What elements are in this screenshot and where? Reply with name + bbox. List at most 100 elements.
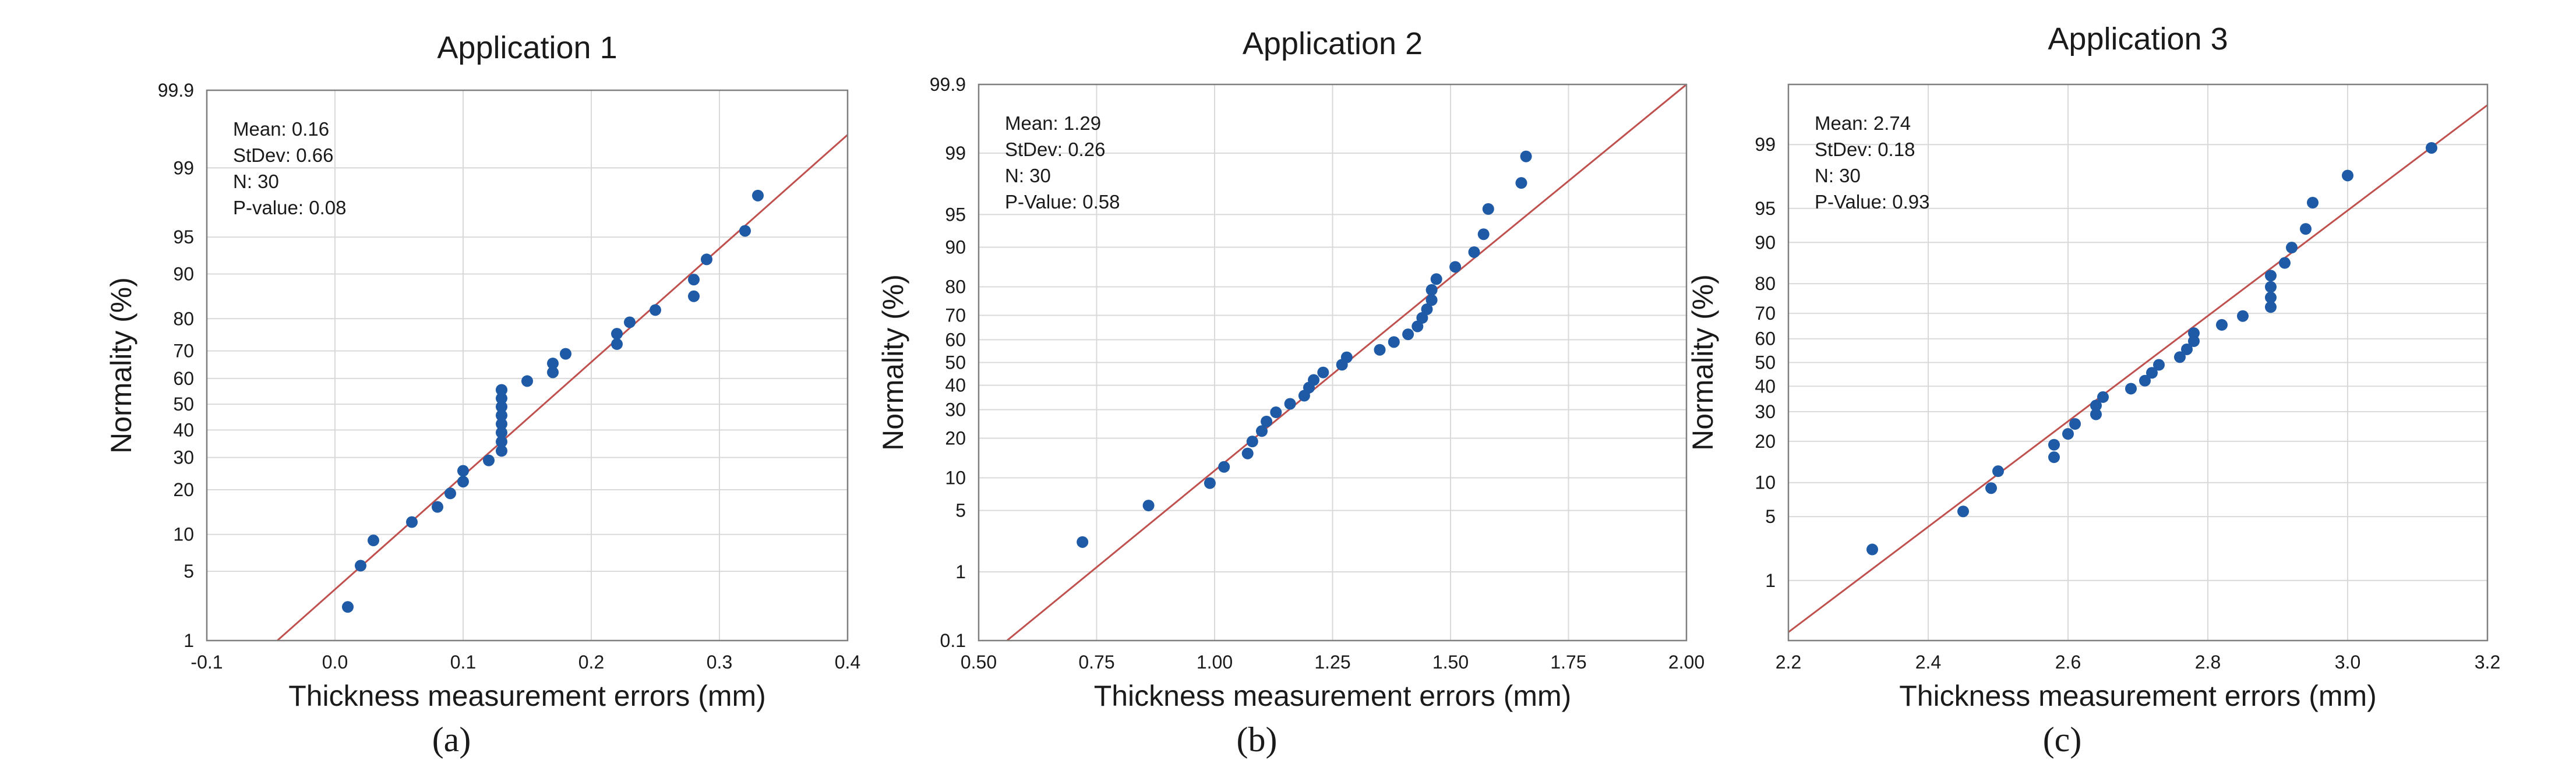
x-tick-label: 1.75 — [1550, 652, 1586, 673]
y-tick-label: 1 — [1765, 570, 1776, 591]
y-tick-label: 10 — [945, 468, 966, 489]
chart-panel-b: 0.50 0.75 1.00 1.25 1.50 1.75 2.00 0.1 1 5 10 20 30 4… — [877, 26, 1705, 759]
y-axis-label: Normality (%) — [1686, 274, 1719, 451]
x-tick-label: -0.1 — [190, 652, 223, 673]
data-point — [2265, 291, 2277, 303]
y-tick-label: 70 — [945, 305, 966, 326]
y-tick-label: 99 — [945, 143, 966, 164]
data-point — [1142, 500, 1155, 512]
data-point — [2237, 310, 2249, 322]
y-tick-label: 90 — [945, 236, 966, 257]
y-tick-label: 50 — [1755, 352, 1776, 373]
stats-line: P-value: 0.08 — [233, 197, 346, 218]
data-point — [2048, 451, 2060, 464]
stats-line: Mean: 0.16 — [233, 118, 329, 140]
y-tick-label: 60 — [173, 368, 194, 389]
data-point — [2125, 383, 2137, 395]
data-point — [2097, 391, 2109, 403]
data-point — [2069, 418, 2081, 430]
y-tick-label: 60 — [1755, 328, 1776, 349]
data-point — [342, 601, 354, 613]
chart-panel-a: -0.1 0.0 0.1 0.2 0.3 0.4 1 5 10 20 30 40 50 60 70 80 90 9… — [105, 30, 860, 759]
y-tick-label: 95 — [173, 227, 194, 247]
data-point — [1317, 366, 1329, 379]
x-tick-label: 3.0 — [2335, 652, 2360, 673]
data-point — [1985, 482, 1997, 494]
y-tick-label: 20 — [1755, 431, 1776, 452]
y-tick-label: 99.9 — [158, 80, 194, 101]
chart-title: Application 1 — [437, 30, 617, 65]
data-point — [355, 560, 366, 572]
data-point — [1416, 312, 1428, 324]
data-point — [1284, 398, 1296, 410]
y-tick-label: 80 — [173, 308, 194, 329]
data-point — [457, 476, 469, 488]
y-tick-label: 20 — [945, 428, 966, 449]
stats-line: N: 30 — [233, 171, 279, 192]
panel-label: (c) — [2043, 720, 2082, 759]
data-point — [496, 426, 507, 438]
data-point — [2146, 367, 2158, 379]
y-tick-label: 10 — [1755, 472, 1776, 493]
y-tick-label: 80 — [1755, 273, 1776, 294]
x-tick-label: 0.1 — [450, 652, 476, 673]
data-point — [2307, 197, 2319, 209]
data-point — [1477, 228, 1490, 241]
data-point — [496, 401, 507, 413]
stats-line: N: 30 — [1005, 165, 1051, 186]
y-tick-label: 1 — [184, 630, 194, 651]
data-point — [611, 328, 623, 340]
x-tick-label: 0.0 — [322, 652, 348, 673]
chart-panel-c: 2.2 2.4 2.6 2.8 3.0 3.2 1 5 10 20 30 40 50 60 70 80 90 95… — [1686, 22, 2500, 759]
data-point — [2188, 335, 2200, 347]
data-point — [521, 375, 533, 387]
stats-line: StDev: 0.18 — [1815, 139, 1915, 160]
data-point — [1425, 284, 1438, 296]
chart-title: Application 3 — [2048, 22, 2228, 56]
data-point — [1402, 328, 1414, 341]
data-point — [688, 274, 700, 286]
x-axis-label: Thickness measurement errors (mm) — [1899, 680, 2377, 712]
data-point — [701, 253, 712, 266]
y-tick-label: 30 — [1755, 401, 1776, 422]
data-point — [2279, 257, 2291, 269]
data-point — [1957, 505, 1969, 518]
data-point — [1515, 177, 1527, 189]
stats-line: StDev: 0.66 — [233, 144, 333, 166]
data-point — [1468, 246, 1480, 258]
data-point — [611, 338, 623, 350]
y-tick-label: 95 — [945, 204, 966, 225]
stats-line: N: 30 — [1815, 165, 1861, 186]
y-tick-label: 40 — [1755, 376, 1776, 397]
data-point — [406, 516, 418, 528]
data-point — [496, 392, 507, 405]
y-tick-label: 40 — [173, 419, 194, 440]
y-tick-label: 20 — [173, 479, 194, 500]
plot-frame — [978, 83, 1688, 642]
y-tick-label: 70 — [173, 341, 194, 362]
data-point — [1241, 447, 1254, 459]
data-point — [1421, 303, 1433, 316]
data-point — [1308, 374, 1320, 386]
data-point — [2265, 270, 2277, 282]
data-point — [2139, 374, 2151, 387]
y-tick-label: 5 — [955, 500, 966, 521]
data-point — [1374, 344, 1386, 356]
data-point — [483, 454, 495, 466]
y-tick-label: 60 — [945, 329, 966, 350]
data-point — [688, 290, 700, 302]
x-tick-label: 2.2 — [1776, 652, 1801, 673]
y-tick-label: 30 — [173, 447, 194, 468]
gridlines — [1788, 84, 2487, 641]
x-tick-label: 2.4 — [1915, 652, 1941, 673]
data-point — [560, 348, 571, 360]
data-point — [2090, 399, 2102, 412]
data-point — [2216, 319, 2228, 331]
x-tick-label: 0.50 — [961, 652, 997, 673]
y-tick-label: 90 — [1755, 232, 1776, 253]
x-tick-label: 2.6 — [2055, 652, 2081, 673]
data-point — [2300, 223, 2312, 235]
x-tick-label: 3.2 — [2475, 652, 2500, 673]
y-tick-label: 99.9 — [930, 74, 966, 95]
